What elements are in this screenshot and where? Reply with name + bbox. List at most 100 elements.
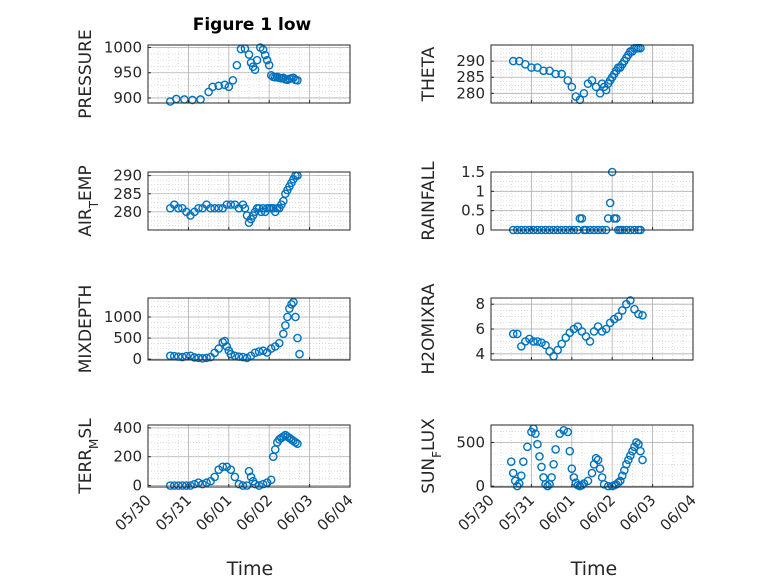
y-tick-label: 200 [113,448,142,466]
data-point [283,312,292,322]
data-point [165,481,175,490]
y-tick-label: 280 [113,203,142,221]
data-point [593,455,603,465]
data-point [228,76,238,85]
data-point [250,65,260,75]
data-point [254,481,264,490]
data-point [583,476,593,486]
x-tick-label: 06/01 [535,491,578,534]
data-point [226,349,236,359]
data-point [230,472,240,482]
data-point [291,438,300,447]
axes-box [490,424,694,488]
figure-title: Figure 1 low [193,15,312,35]
x-axis-label-left: Time [226,558,274,580]
data-point [551,69,560,79]
data-point [557,69,567,79]
y-tick-label: 950 [113,64,142,82]
data-point [587,468,597,478]
data-point [535,452,544,461]
subplot-pressure: 900 950 1000 PRESSURE [76,29,351,119]
y-axis-label: TERRMSL [76,418,101,495]
y-tick-label: 1000 [104,39,142,57]
data-point [595,464,605,473]
data-point [553,345,562,355]
y-tick-label: 1 [475,182,485,200]
data-point [266,344,276,353]
data-point [173,481,183,490]
x-tick-label: 06/02 [233,491,276,534]
data-point [638,455,647,465]
y-tick-label: 285 [456,68,485,86]
data-point [202,353,211,363]
subplot-rainfall: 00.5 11.5 RAINFALL [419,161,694,241]
data-point [624,455,633,465]
axes-box [147,297,351,361]
y-tick-label: 6 [475,320,485,338]
y-tick-label: 285 [113,185,142,203]
y-axis-label: RAINFALL [419,161,439,241]
y-axis-label: SUNFLUX [419,418,444,494]
axes-box [147,44,351,104]
data-point [293,76,302,85]
data-point [557,339,567,349]
data-point [567,464,577,473]
data-point [258,346,268,356]
data-point [274,338,284,348]
data-point [565,446,575,456]
data-point [549,459,558,469]
data-point [250,348,260,358]
y-tick-label: 0 [132,477,142,495]
data-point [210,472,219,482]
data-point [601,324,611,334]
data-point [523,442,532,452]
axes-box [147,424,351,488]
data-point [563,427,573,437]
subplot-h2omixra: 4 6 8 H2OMIXRA [419,283,694,375]
data-point [234,479,244,489]
data-point [206,203,215,213]
data-point [210,203,219,213]
data-point [615,476,625,486]
data-point [238,481,248,490]
data-point [169,481,179,490]
data-point [190,479,199,489]
data-point [533,439,542,449]
data-point [242,481,252,490]
y-axis-label: MIXDEPTH [76,285,96,374]
data-point [527,63,536,72]
data-point [622,459,631,469]
data-point [599,480,609,489]
data-point [508,56,518,66]
y-tick-label: 0 [132,350,142,368]
data-point [244,50,254,59]
y-tick-label: 1000 [104,308,142,326]
data-point [173,203,183,213]
y-axis-label: PRESSURE [76,29,96,118]
data-point [581,332,591,341]
y-tick-label: 0 [475,221,485,239]
y-tick-label: 500 [113,329,142,347]
data-point [279,329,288,339]
data-point [618,471,627,480]
data-point [250,479,260,489]
data-point [279,73,288,83]
data-point [508,329,518,339]
data-point [196,95,205,104]
y-tick-label: 900 [113,89,142,107]
data-point [517,471,526,480]
data-point [171,94,181,104]
data-point [291,312,300,322]
data-point [220,80,230,90]
data-point [244,466,254,476]
y-axis-label: AIRTEMP [76,165,101,236]
data-point [218,462,228,472]
x-tick-label: 05/30 [112,491,155,534]
data-point [559,425,569,435]
y-tick-label: 0.5 [461,202,485,220]
x-tick-label: 06/01 [192,491,235,534]
